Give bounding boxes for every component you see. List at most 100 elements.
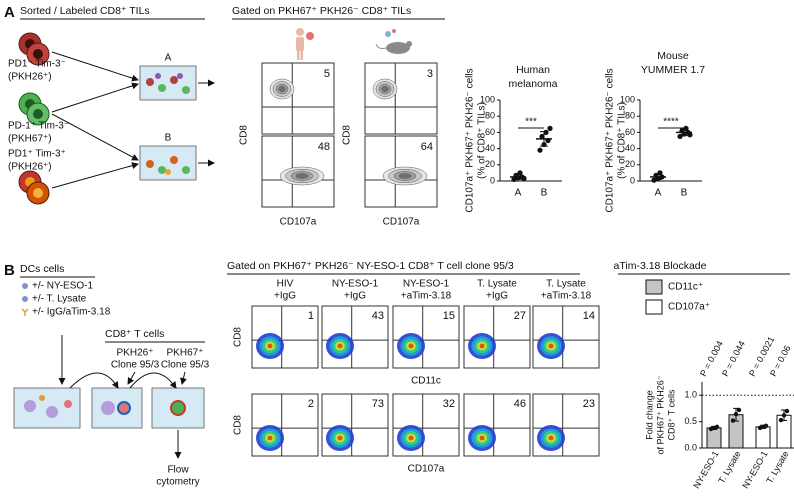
density-cloud (267, 343, 273, 349)
density-cloud (548, 343, 554, 349)
y-axis-label: of PKH67⁺ PKH26⁻ (655, 375, 665, 454)
x-tick-label: A (655, 188, 662, 199)
flow-plot (261, 135, 335, 208)
density-contour (381, 85, 389, 93)
condition-label: +IgG (486, 291, 508, 302)
density-contour (278, 85, 286, 93)
significance: **** (663, 117, 679, 128)
gate-percent: 32 (443, 398, 455, 410)
density-cloud (337, 343, 343, 349)
data-point (763, 423, 769, 429)
well-label: A (165, 53, 172, 64)
y-axis-label: CD8⁺ T cells (666, 389, 676, 440)
section-title: CD8⁺ T cells (105, 328, 164, 340)
y-tick-label: 20 (485, 159, 495, 169)
clone-label: Clone 95/3 (111, 360, 160, 371)
density-cloud (408, 343, 414, 349)
density-contour (295, 173, 309, 179)
panel-label: A (4, 4, 15, 21)
y-tick-label: 0.0 (684, 442, 697, 452)
p-value: P = 0.06 (768, 344, 793, 378)
axis-label: CD8 (233, 415, 244, 435)
gate-percent: 48 (318, 141, 330, 153)
y-tick-label: 100 (620, 94, 635, 104)
cells-orange (18, 170, 50, 205)
cell-label: (PKH26⁺) (8, 72, 52, 83)
cell-label: (PKH67⁺) (8, 134, 52, 145)
y-axis-label: CD107a⁺ PKH67⁺ PKH26⁻ cells (465, 68, 476, 212)
clone-label: PKH26⁺ (117, 348, 154, 359)
data-point (714, 424, 720, 430)
data-point (736, 407, 742, 413)
gate-percent: 73 (372, 398, 384, 410)
flow-plot (261, 62, 335, 135)
axis-label: CD107a (408, 464, 445, 475)
data-point (547, 125, 553, 131)
section-title: Gated on PKH67⁺ PKH26⁻ CD8⁺ TILs (232, 5, 411, 17)
y-tick-label: 60 (625, 127, 635, 137)
y-tick-label: 1.0 (684, 390, 697, 400)
y-tick-label: 80 (625, 111, 635, 121)
axis-label: CD8 (233, 327, 244, 347)
chart-title: Mouse (657, 50, 689, 62)
density-cloud (337, 435, 343, 441)
y-tick-label: 100 (480, 94, 495, 104)
x-tick-label: B (541, 188, 548, 199)
chart-title: Human (516, 64, 550, 76)
bar (706, 427, 722, 449)
x-tick-label: NY-ESO-1 (740, 449, 770, 490)
condition-label: HIV (277, 279, 294, 290)
y-axis-label: Fold change (644, 390, 654, 440)
density-contour (398, 173, 412, 179)
human-icon (296, 28, 314, 60)
error-bar (680, 128, 688, 137)
axis-label: CD11c (411, 376, 441, 387)
flow-label: cytometry (156, 477, 199, 488)
clone-label: Clone 95/3 (161, 360, 210, 371)
legend-label: CD107a⁺ (668, 302, 710, 313)
density-cloud (408, 435, 414, 441)
y-tick-label: 60 (485, 127, 495, 137)
error-bar (514, 174, 522, 180)
chart-title: aTim-3.18 Blockade (614, 260, 707, 272)
y-axis-label: CD107a⁺ PKH67⁺ PKH26⁻ cells (605, 68, 616, 212)
dc-item: +/- NY-ESO-1 (32, 281, 93, 292)
well-label: B (165, 133, 172, 144)
y-axis-label: (% of CD8⁺ TILs) (617, 102, 628, 179)
gate-percent: 27 (514, 310, 526, 322)
condition-label: +aTim-3.18 (401, 291, 452, 302)
axis-label: CD107a (280, 217, 317, 228)
y-axis-label: (% of CD8⁺ TILs) (477, 102, 488, 179)
significance: *** (525, 117, 537, 128)
y-tick-label: 20 (625, 159, 635, 169)
axis-label: CD107a (383, 217, 420, 228)
x-tick-label: NY-ESO-1 (691, 449, 721, 490)
gate-percent: 15 (443, 310, 455, 322)
legend-swatch (645, 279, 663, 295)
cells-green (18, 92, 50, 126)
data-point (778, 417, 784, 423)
chart-title: YUMMER 1.7 (641, 64, 705, 76)
gate-percent: 64 (421, 141, 433, 153)
section-title: Sorted / Labeled CD8⁺ TILs (20, 5, 150, 17)
gate-percent: 3 (427, 68, 433, 80)
y-tick-label: 80 (485, 111, 495, 121)
gate-percent: 2 (308, 398, 314, 410)
error-bar (540, 131, 548, 147)
axis-label: CD8 (342, 125, 353, 145)
flow-plot (364, 62, 438, 135)
condition-label: +IgG (274, 291, 296, 302)
cell-label: PD1⁻ Tim-3⁻ (8, 59, 66, 70)
section-title: DCs cells (20, 263, 64, 275)
density-cloud (479, 435, 485, 441)
condition-label: +IgG (344, 291, 366, 302)
chart-title: melanoma (508, 78, 557, 90)
panel-label: B (4, 262, 15, 279)
data-point (781, 413, 787, 418)
data-point (733, 412, 739, 417)
data-point (687, 132, 693, 138)
condition-label: T. Lysate (477, 279, 517, 290)
x-tick-label: B (681, 188, 688, 199)
mouse-icon (375, 29, 412, 54)
